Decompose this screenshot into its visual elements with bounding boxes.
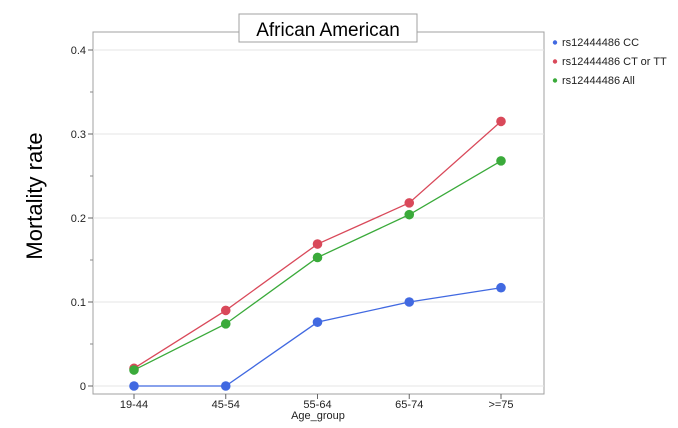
data-point — [404, 198, 415, 208]
data-point — [404, 297, 415, 307]
legend-marker — [552, 59, 558, 64]
data-point — [220, 319, 231, 329]
x-tick-label: 65-74 — [395, 399, 423, 411]
data-point — [129, 365, 139, 375]
legend-marker — [552, 78, 558, 83]
x-tick-label: 55-64 — [303, 399, 331, 411]
x-axis-title: Age_group — [291, 410, 345, 422]
plot-area — [92, 31, 545, 395]
series-0 — [129, 282, 506, 391]
data-point — [312, 317, 323, 327]
chart-title: African American — [256, 20, 400, 41]
y-tick-label: 0.1 — [71, 297, 86, 309]
series-layer — [129, 116, 506, 391]
gridlines — [93, 49, 544, 387]
data-point — [312, 252, 323, 263]
data-point — [404, 209, 415, 220]
title-box — [238, 13, 418, 43]
x-tick-label: 19-44 — [120, 399, 148, 411]
data-point — [129, 381, 139, 391]
legend-label: rs12444486 CT or TT — [562, 56, 667, 68]
data-point — [496, 116, 506, 127]
y-tick-label: 0.3 — [71, 129, 86, 141]
x-tick-label: 45-54 — [212, 399, 240, 411]
y-tick-label: 0.2 — [71, 213, 86, 225]
legend-label: rs12444486 All — [562, 75, 635, 87]
axes: 0 0.1 0.2 0.3 0.4 19-44 45-54 55-64 65-74 >=75 — [71, 45, 514, 411]
data-point — [312, 239, 323, 249]
legend-marker — [552, 40, 558, 45]
legend: rs12444486 CC rs12444486 CT or TT rs124444… — [552, 37, 667, 87]
data-point — [496, 282, 506, 293]
data-point — [220, 305, 231, 316]
y-axis-title: Mortality rate — [22, 132, 47, 259]
x-tick-label: >=75 — [488, 399, 513, 411]
y-tick-label: 0 — [80, 381, 86, 393]
y-tick-label: 0.4 — [71, 45, 86, 57]
series-2 — [129, 156, 506, 375]
legend-label: rs12444486 CC — [562, 37, 639, 49]
data-point — [496, 156, 506, 166]
data-point — [220, 381, 231, 391]
